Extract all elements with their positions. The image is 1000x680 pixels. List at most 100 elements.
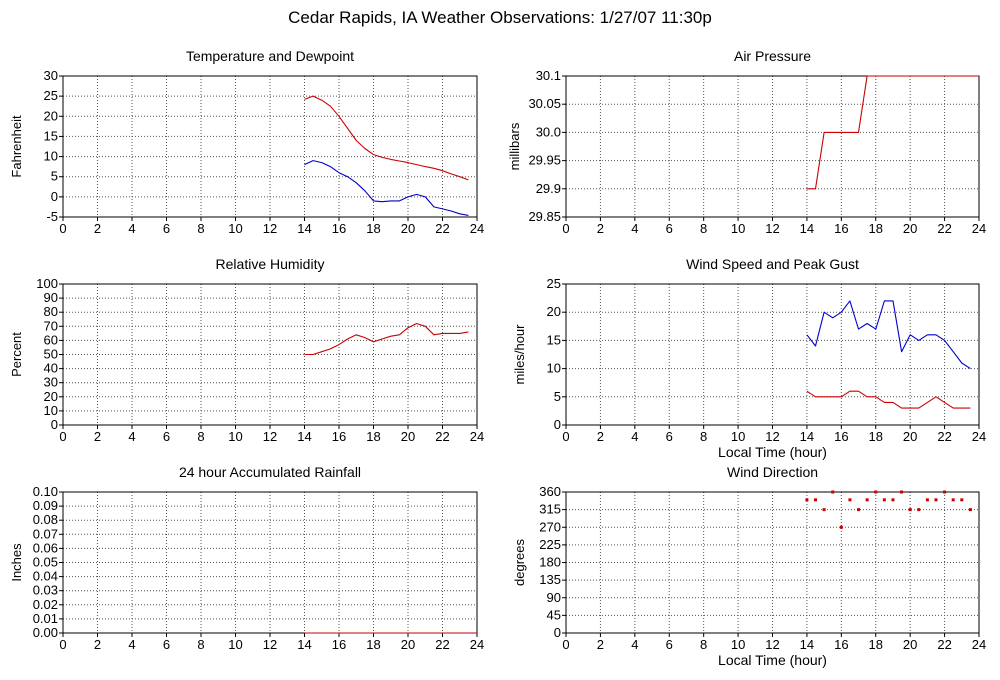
temperature-xtick-label: 12	[263, 221, 277, 236]
direction-xtick-label: 6	[666, 637, 673, 652]
direction-ytick-label: 360	[539, 484, 561, 499]
wind-xtick-label: 0	[562, 429, 569, 444]
humidity-ytick-label: 20	[44, 389, 58, 404]
temperature-ytick-label: 0	[51, 189, 58, 204]
temperature-ytick-label: 25	[44, 88, 58, 103]
temperature-series-2-line	[304, 160, 469, 216]
rainfall-xtick-label: 2	[94, 637, 101, 652]
pressure-xtick-label: 24	[972, 221, 986, 236]
direction-title: Wind Direction	[727, 464, 818, 480]
temperature-ytick-label: -5	[46, 209, 58, 224]
pressure-ytick-label: 30.1	[536, 68, 561, 83]
humidity-series-1-line	[304, 322, 469, 356]
temperature-xtick-label: 18	[366, 221, 380, 236]
humidity-ytick-label: 80	[44, 304, 58, 319]
wind-xtick-label: 10	[731, 429, 745, 444]
rainfall-xtick-label: 16	[332, 637, 346, 652]
direction-ytick-label: 45	[547, 607, 561, 622]
humidity-xtick-label: 24	[470, 429, 484, 444]
rainfall-xtick-label: 24	[470, 637, 484, 652]
wind-ylabel: miles/hour	[512, 324, 527, 385]
rainfall-xtick-label: 10	[228, 637, 242, 652]
rainfall-xtick-label: 6	[163, 637, 170, 652]
humidity-ytick-label: 40	[44, 361, 58, 376]
rainfall-xtick-label: 22	[435, 637, 449, 652]
direction-point	[805, 498, 809, 502]
rainfall-ytick-label: 0.10	[33, 484, 58, 499]
temperature-series-1-line	[304, 95, 469, 181]
rainfall-ytick-label: 0.02	[33, 597, 58, 612]
direction-xtick-label: 22	[937, 637, 951, 652]
pressure-xtick-label: 4	[631, 221, 638, 236]
direction-xtick-label: 20	[903, 637, 917, 652]
wind-ytick-label: 10	[547, 361, 561, 376]
rainfall-ytick-label: 0.03	[33, 583, 58, 598]
direction-ytick-label: 270	[539, 519, 561, 534]
panel-humidity: 0 2 4 6 8 10 12 14 16 18 20 22 240102030405060708090…	[9, 256, 484, 444]
wind-xtick-label: 18	[869, 429, 883, 444]
direction-ytick-label: 180	[539, 555, 561, 570]
direction-point	[951, 498, 955, 502]
rainfall-ytick-label: 0.00	[33, 625, 58, 640]
direction-point	[943, 490, 947, 494]
direction-xtick-label: 10	[731, 637, 745, 652]
rainfall-ylabel: Inches	[9, 543, 24, 582]
humidity-xtick-label: 2	[94, 429, 101, 444]
direction-point	[839, 525, 843, 529]
pressure-xtick-label: 20	[903, 221, 917, 236]
wind-xtick-label: 4	[631, 429, 638, 444]
temperature-xtick-label: 16	[332, 221, 346, 236]
wind-series-2-line	[806, 390, 971, 409]
humidity-ytick-label: 60	[44, 332, 58, 347]
humidity-ytick-label: 70	[44, 318, 58, 333]
direction-point	[934, 498, 938, 502]
pressure-ytick-label: 30.05	[528, 96, 561, 111]
panel-direction: 0 2 4 6 8 10 12 14 16 18 20 22 240459013518022527031…	[512, 464, 986, 668]
temperature-ytick-label: 20	[44, 108, 58, 123]
rainfall-ytick-label: 0.05	[33, 555, 58, 570]
direction-point	[848, 498, 852, 502]
humidity-xtick-label: 14	[297, 429, 311, 444]
rainfall-xtick-label: 18	[366, 637, 380, 652]
temperature-xtick-label: 8	[197, 221, 204, 236]
direction-xtick-label: 2	[597, 637, 604, 652]
wind-ytick-label: 5	[554, 389, 561, 404]
direction-point	[874, 490, 878, 494]
direction-xtick-label: 24	[972, 637, 986, 652]
direction-ylabel: degrees	[512, 539, 527, 586]
temperature-title: Temperature and Dewpoint	[186, 48, 354, 64]
pressure-ytick-label: 29.95	[528, 153, 561, 168]
direction-point	[908, 508, 912, 512]
wind-xtick-label: 2	[597, 429, 604, 444]
direction-xtick-label: 14	[800, 637, 814, 652]
temperature-xtick-label: 4	[128, 221, 135, 236]
direction-ytick-label: 0	[554, 625, 561, 640]
wind-ytick-label: 0	[554, 417, 561, 432]
direction-point	[925, 498, 929, 502]
humidity-ytick-label: 0	[51, 417, 58, 432]
temperature-ytick-label: 15	[44, 128, 58, 143]
temperature-xtick-label: 24	[470, 221, 484, 236]
direction-point	[882, 498, 886, 502]
temperature-xtick-label: 6	[163, 221, 170, 236]
rainfall-xtick-label: 0	[59, 637, 66, 652]
pressure-ytick-label: 30.0	[536, 124, 561, 139]
rainfall-xtick-label: 12	[263, 637, 277, 652]
direction-xtick-label: 0	[562, 637, 569, 652]
humidity-ytick-label: 30	[44, 375, 58, 390]
humidity-xtick-label: 20	[401, 429, 415, 444]
direction-point	[917, 508, 921, 512]
wind-xtick-label: 8	[700, 429, 707, 444]
humidity-title: Relative Humidity	[216, 256, 325, 272]
wind-ytick-label: 15	[547, 332, 561, 347]
panel-pressure: 0 2 4 6 8 10 12 14 16 18 20 22 2429.8529.929.9530.03…	[507, 48, 986, 236]
pressure-xtick-label: 16	[834, 221, 848, 236]
pressure-xtick-label: 10	[731, 221, 745, 236]
temperature-xtick-label: 22	[435, 221, 449, 236]
wind-xtick-label: 20	[903, 429, 917, 444]
wind-ytick-label: 20	[547, 304, 561, 319]
temperature-xtick-label: 20	[401, 221, 415, 236]
direction-point	[814, 498, 818, 502]
pressure-title: Air Pressure	[734, 48, 811, 64]
